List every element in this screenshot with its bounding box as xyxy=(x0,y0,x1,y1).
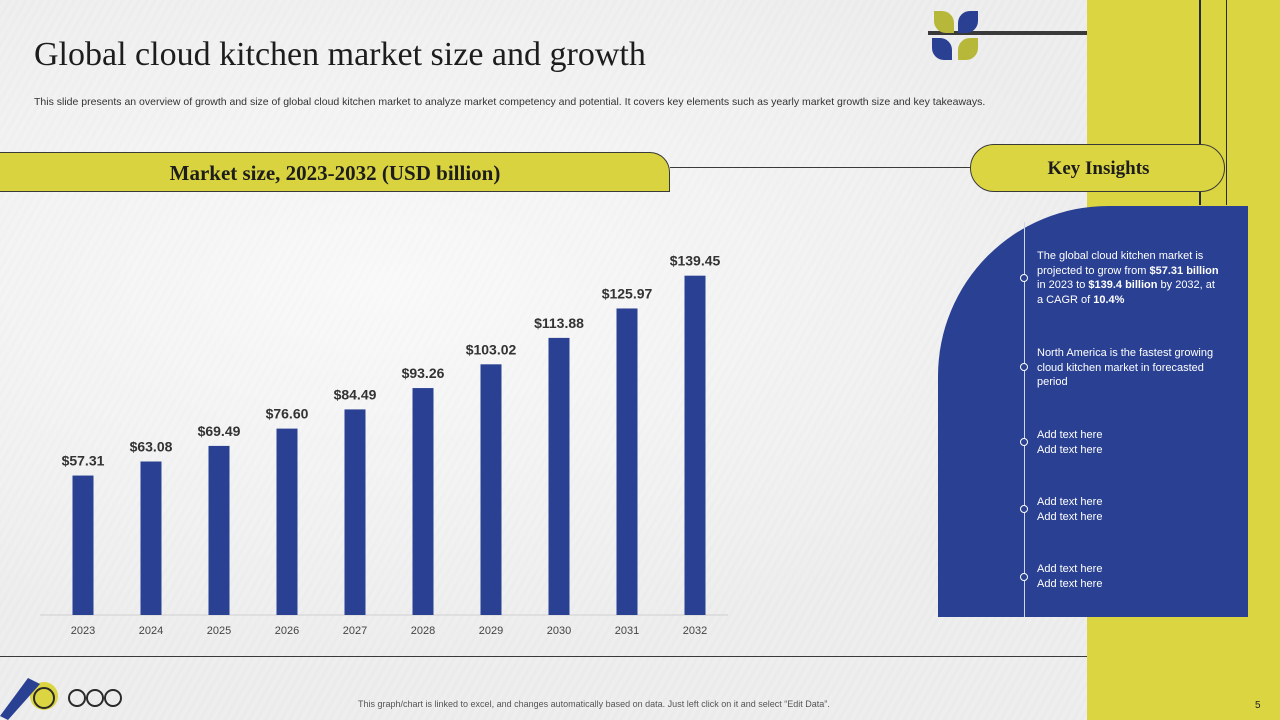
key-insights-header: Key Insights xyxy=(970,144,1225,192)
data-label-2029: $103.02 xyxy=(466,341,517,357)
insight-text-segment: 10.4% xyxy=(1093,293,1125,306)
insight-text-segment: in 2023 to xyxy=(1037,279,1089,291)
data-label-2032: $139.45 xyxy=(670,253,721,269)
bar-2028 xyxy=(412,388,434,615)
market-size-bar-chart: $57.31 2023 $63.08 2024 $69.49 2025 $76.60 2026… xyxy=(40,253,728,637)
data-label-2023: $57.31 xyxy=(62,453,105,469)
bar-2025 xyxy=(208,445,230,615)
timeline-dot xyxy=(1020,274,1028,282)
data-label-2024: $63.08 xyxy=(130,439,173,455)
key-insights-panel xyxy=(938,206,1248,617)
insight-text-segment: by 2032, at a CAGR of xyxy=(1037,279,1215,306)
timeline-dot xyxy=(1020,505,1028,513)
timeline-line xyxy=(1024,222,1025,617)
decor-circles-icon xyxy=(0,678,122,720)
insight-text-segment: The global cloud kitchen market is proje… xyxy=(1037,250,1204,277)
data-label-2028: $93.26 xyxy=(402,365,445,381)
bar-2029 xyxy=(480,364,502,615)
data-label-2027: $84.49 xyxy=(334,386,377,402)
data-label-2031: $125.97 xyxy=(602,285,653,301)
x-tick-label-2031: 2031 xyxy=(615,625,639,637)
bottom-divider xyxy=(0,656,1087,657)
page-number: 5 xyxy=(1255,700,1261,711)
x-tick-label-2026: 2026 xyxy=(275,625,299,637)
insight-text-segment: North America is the fastest growing clo… xyxy=(1037,347,1214,388)
timeline-dot xyxy=(1020,438,1028,446)
bar-2024 xyxy=(140,461,162,615)
logo-divider xyxy=(928,31,1087,35)
x-tick-label-2025: 2025 xyxy=(207,625,231,637)
insight-text-segment: Add text here Add text here xyxy=(1037,429,1103,456)
timeline-dot xyxy=(1020,573,1028,581)
bar-2026 xyxy=(276,428,298,615)
data-label-2025: $69.49 xyxy=(198,423,241,439)
bar-2030 xyxy=(548,337,570,615)
key-insights-title: Key Insights xyxy=(1047,158,1150,179)
insight-text-segment: $57.31 billion xyxy=(1149,264,1219,277)
insight-item-5: Add text here Add text here xyxy=(1037,562,1117,591)
insight-item-1: The global cloud kitchen market is proje… xyxy=(1037,249,1222,307)
chart-header-label: Market size, 2023-2032 (USD billion) xyxy=(169,161,501,185)
insight-text-segment: $139.4 billion xyxy=(1088,279,1158,291)
x-tick-label-2028: 2028 xyxy=(411,625,435,637)
x-tick-label-2032: 2032 xyxy=(683,625,707,637)
page-title: Global cloud kitchen market size and gro… xyxy=(34,36,646,73)
footer-note: This graph/chart is linked to excel, and… xyxy=(358,699,830,709)
insight-text-segment: Add text here Add text here xyxy=(1037,563,1103,590)
insight-text-segment: Add text here Add text here xyxy=(1037,496,1103,523)
insight-item-3: Add text here Add text here xyxy=(1037,428,1117,457)
bar-2027 xyxy=(344,409,366,615)
x-tick-label-2030: 2030 xyxy=(547,625,571,637)
bar-2023 xyxy=(72,475,94,615)
x-tick-label-2027: 2027 xyxy=(343,625,367,637)
chart-header-banner: Market size, 2023-2032 (USD billion) xyxy=(0,152,670,192)
insight-item-2: North America is the fastest growing clo… xyxy=(1037,346,1222,390)
data-label-2030: $113.88 xyxy=(534,315,584,331)
x-tick-label-2023: 2023 xyxy=(71,625,95,637)
decor-line xyxy=(1199,0,1201,205)
page-subtitle: This slide presents an overview of growt… xyxy=(34,96,986,108)
data-label-2026: $76.60 xyxy=(266,406,309,422)
x-tick-label-2024: 2024 xyxy=(139,625,163,637)
bar-2031 xyxy=(616,308,638,615)
bar-2032 xyxy=(684,275,706,615)
x-tick-label-2029: 2029 xyxy=(479,625,503,637)
insight-item-4: Add text here Add text here xyxy=(1037,495,1117,524)
header-connector-line xyxy=(670,167,970,168)
timeline-dot xyxy=(1020,363,1028,371)
decor-line xyxy=(1226,0,1227,205)
